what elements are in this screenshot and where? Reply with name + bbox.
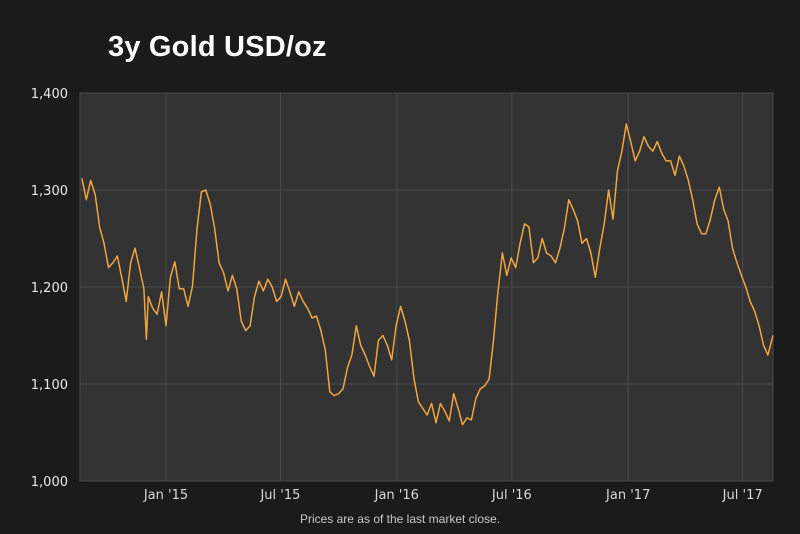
y-tick-label: 1,200 xyxy=(31,281,68,296)
x-tick-label: Jul '15 xyxy=(259,488,300,503)
y-tick-label: 1,100 xyxy=(31,378,68,393)
plot-border xyxy=(79,92,774,482)
y-tick-label: 1,400 xyxy=(31,87,68,102)
series-line xyxy=(81,123,774,426)
y-tick-label: 1,300 xyxy=(31,184,68,199)
x-tick-label: Jan '15 xyxy=(143,488,188,503)
x-tick-label: Jul '16 xyxy=(491,488,532,503)
x-tick-label: Jan '16 xyxy=(374,488,419,503)
x-tick-label: Jan '17 xyxy=(605,488,650,503)
y-axis: 1,000 1,100 1,200 1,300 1,400 xyxy=(31,87,68,490)
x-tick-label: Jul '17 xyxy=(722,488,763,503)
x-axis: Jan '15 Jul '15 Jan '16 Jul '16 Jan '17 Jul '… xyxy=(143,488,763,503)
footnote: Prices are as of the last market close. xyxy=(299,512,501,526)
chart-title: 3y Gold USD/oz xyxy=(108,31,327,63)
y-tick-label: 1,000 xyxy=(31,475,68,490)
gridlines xyxy=(79,92,774,482)
